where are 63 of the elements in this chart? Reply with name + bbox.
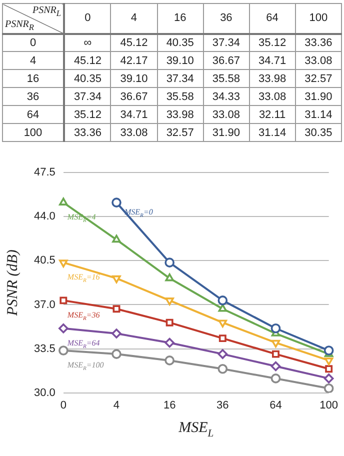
data-label: 34.33 <box>203 88 250 106</box>
data-label: 35.58 <box>203 70 250 88</box>
category-label: 4 <box>30 54 36 66</box>
data-label: 40.35 <box>157 34 204 52</box>
data-label: 37.34 <box>64 88 111 106</box>
x-tick-label: 64 <box>270 399 282 412</box>
data-label: 36.67 <box>203 52 250 70</box>
category-label: 36 <box>26 90 40 102</box>
data-label: 39.10 <box>110 70 158 88</box>
x-tick-label: 36 <box>216 399 229 412</box>
data-label: 30.35 <box>295 124 342 142</box>
data-label: 40.35 <box>64 70 111 88</box>
data-label: 32.57 <box>295 70 342 88</box>
data-label: 37.34 <box>157 70 204 88</box>
y-tick-label: 47.5 <box>34 166 56 179</box>
data-label: 31.90 <box>295 88 342 106</box>
data-label: 32.57 <box>157 124 204 142</box>
text: PSNR$_{R}$ <box>5 18 34 32</box>
data-label: 31.14 <box>295 106 342 124</box>
text: ∞ <box>84 36 92 49</box>
category-label: 4 <box>130 12 138 24</box>
category-label: 16 <box>174 12 186 24</box>
data-label: 32.11 <box>249 106 296 124</box>
category-label: 100 <box>24 126 42 138</box>
category-label: 64 <box>26 108 40 120</box>
data-label: 33.08 <box>295 52 342 70</box>
data-label: 45.12 <box>110 34 158 52</box>
data-label: 35.12 <box>249 34 296 52</box>
data-label: 31.90 <box>203 124 250 142</box>
data-label: 37.34 <box>203 34 250 52</box>
category-label: 100 <box>309 12 328 24</box>
x-tick-label: 0 <box>60 399 66 412</box>
y-tick-label: 44.0 <box>34 210 56 223</box>
category-label: 0 <box>30 36 36 49</box>
text: PSNR$_{L}$ <box>32 5 61 18</box>
data-label: 34.71 <box>249 52 296 70</box>
data-label: 36.67 <box>110 88 158 106</box>
y-axis-title: PSNR (dB) <box>4 250 21 317</box>
data-label: 42.17 <box>110 52 158 70</box>
data-label: 35.12 <box>64 106 111 124</box>
category-label: 0 <box>84 12 91 24</box>
x-tick-label: 4 <box>113 399 120 412</box>
data-label: 33.08 <box>110 124 158 142</box>
data-label: 33.98 <box>249 70 296 88</box>
data-label: 35.58 <box>157 88 204 106</box>
data-label: 33.36 <box>64 124 111 142</box>
category-label: 16 <box>26 72 40 84</box>
x-tick-label: 100 <box>320 399 338 412</box>
data-label: 33.36 <box>295 34 342 52</box>
data-label: 31.14 <box>249 124 296 142</box>
data-label: 33.08 <box>249 88 296 106</box>
y-tick-label: 40.5 <box>34 254 56 267</box>
y-tick-label: 30.0 <box>34 386 56 399</box>
data-label: 39.10 <box>157 52 204 70</box>
y-tick-label: 37.0 <box>34 298 56 311</box>
data-label: 45.12 <box>64 52 111 70</box>
data-label: 33.08 <box>203 106 250 124</box>
data-label: 33.98 <box>157 106 204 124</box>
x-tick-label: 16 <box>163 399 176 412</box>
category-label: 64 <box>266 12 278 24</box>
data-label: 34.71 <box>110 106 158 124</box>
category-label: 36 <box>220 12 232 24</box>
y-tick-label: 33.5 <box>34 342 56 355</box>
